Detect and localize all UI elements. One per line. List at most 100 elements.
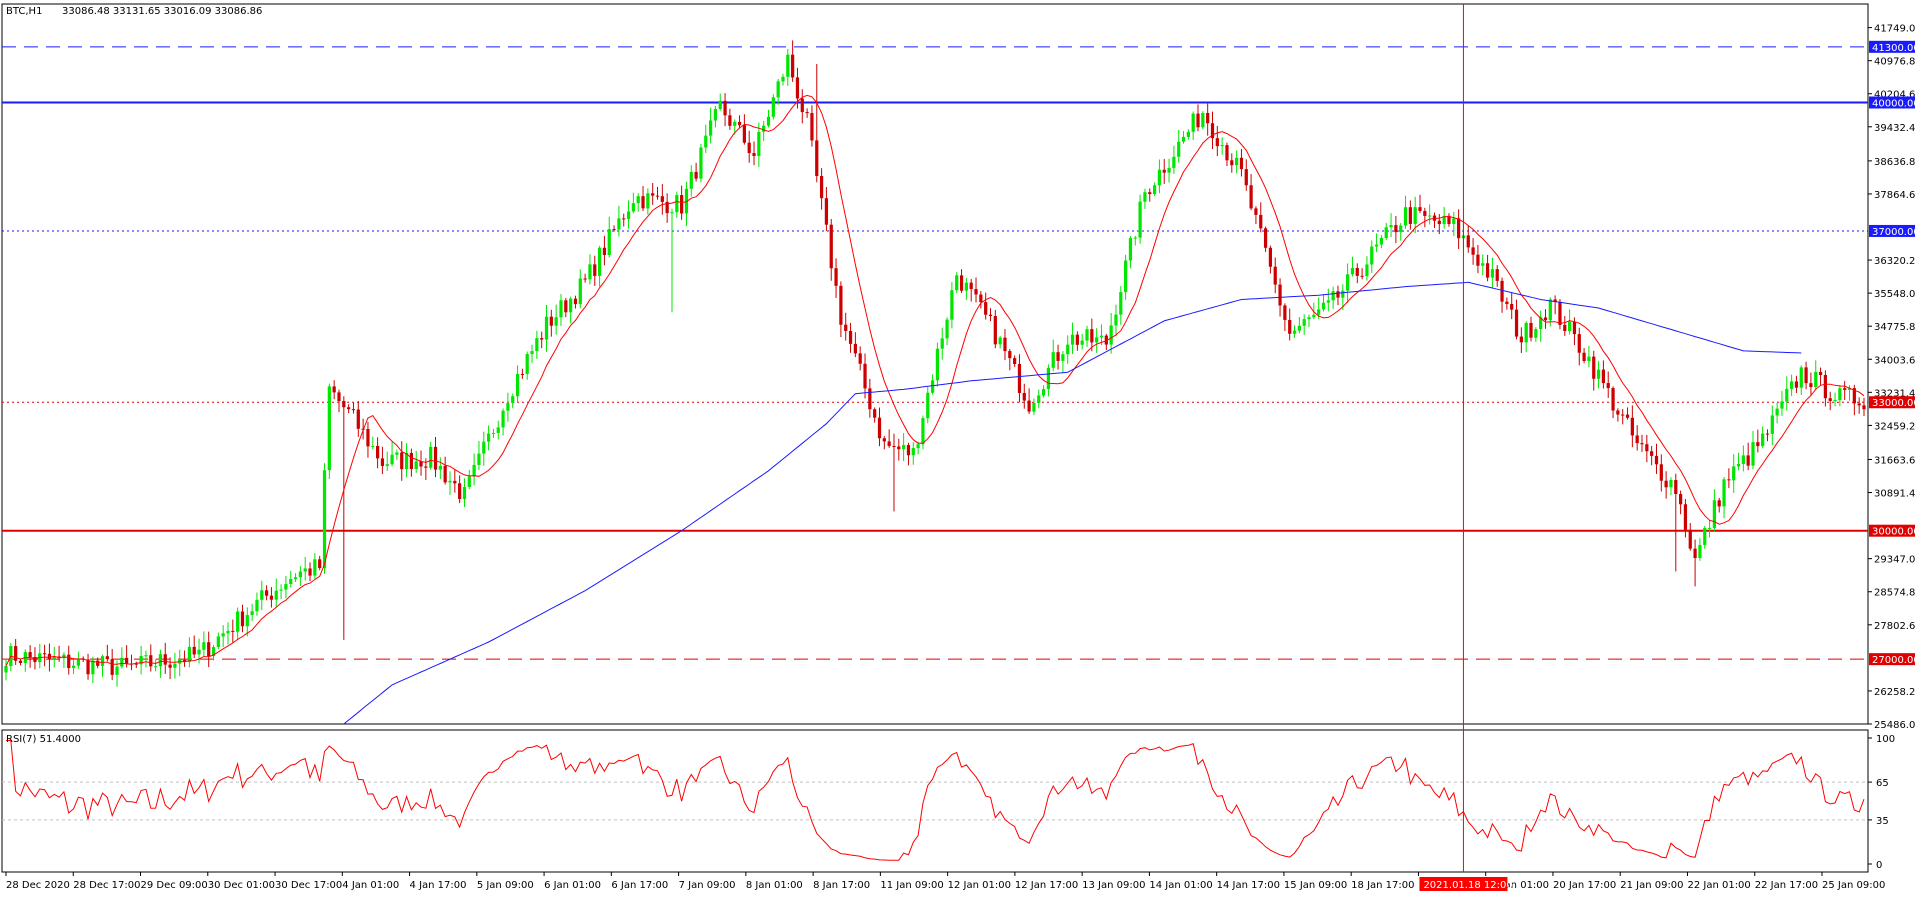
candle-body [897,446,901,450]
candle-body [1119,292,1123,315]
x-tick-label: 20 Jan 17:00 [1553,880,1616,891]
candle-body [1794,381,1799,388]
candle-body [1466,235,1470,248]
candle-body [1210,123,1215,139]
candle-body [380,458,385,466]
candle-body [1008,351,1012,359]
candle-body [1003,337,1007,352]
candle-body [1408,207,1412,224]
y-tick-label: 25486.00 [1874,720,1916,731]
candle-body [593,264,597,276]
candle-body [1765,433,1770,435]
candle-body [313,559,317,576]
candle-body [1104,335,1108,345]
candle-body [47,653,52,660]
level-price-label: 27000.00 [1872,655,1916,666]
candle-body [1529,322,1533,338]
candle-body [1674,480,1678,495]
candle-body [1833,400,1837,402]
x-tick-label: 5 Jan 09:00 [477,880,534,891]
candle-body [1582,352,1586,361]
candle-body [844,324,848,331]
level-price-label: 41300.00 [1872,43,1916,54]
x-tick-label: 21 Jan 09:00 [1620,880,1683,891]
candle-body [1500,280,1504,302]
rsi-y-tick-label: 65 [1876,778,1889,789]
candle-body [1679,494,1683,505]
candle-body [887,441,891,447]
candle-body [1693,548,1697,559]
candle-body [308,568,312,576]
candle-body [1365,264,1369,277]
candle-body [390,454,394,465]
y-tick-label: 35548.00 [1874,289,1916,300]
candle-body [1326,300,1330,303]
candle-body [1799,367,1803,388]
x-tick-label: 15 Jan 09:00 [1284,880,1347,891]
y-tick-label: 27802.60 [1874,621,1916,632]
candle-body [1823,374,1828,399]
candle-body [400,452,404,470]
candle-body [660,196,664,202]
candle-body [1707,527,1712,529]
candle-body [395,452,399,455]
candle-body [853,343,857,354]
candle-body [347,407,351,410]
candle-body [506,403,510,411]
candle-body [1635,435,1639,444]
candle-body [1852,388,1856,404]
candle-body [42,653,47,655]
candle-body [641,196,645,209]
candle-body [298,571,302,578]
candle-body [535,338,539,352]
x-tick-label: 13 Jan 09:00 [1082,880,1145,891]
crosshair-time-tag [1419,877,1508,891]
candle-body [1114,314,1118,326]
candle-body [433,446,438,470]
candle-body [424,466,428,468]
candle-body [1828,398,1832,401]
x-tick-label: 8 Jan 17:00 [813,880,870,891]
candle-body [771,97,775,117]
candle-body [332,386,336,393]
candle-body [1818,371,1823,375]
candle-body [1457,218,1461,239]
candle-body [279,589,283,591]
x-tick-label: 30 Dec 01:00 [208,880,275,891]
rsi-y-tick-label: 35 [1876,816,1889,827]
candle-body [1534,329,1538,338]
candle-body [1321,302,1326,310]
candle-body [1577,334,1581,353]
candle-body [1027,400,1031,412]
candle-body [578,278,582,305]
candle-body [1452,218,1456,224]
candle-body [1558,301,1562,325]
candle-body [1360,275,1364,277]
candle-body [1148,192,1152,195]
candle-body [197,649,201,655]
candle-body [1292,330,1297,334]
candle-body [221,633,225,637]
candle-body [680,195,684,214]
candle-body [1317,309,1321,315]
candle-body [554,317,558,326]
candle-body [1090,329,1094,343]
x-tick-label: 4 Jan 17:00 [410,880,467,891]
candle-body [327,386,331,471]
candle-body [713,108,718,121]
candle-body [1770,415,1774,434]
y-tick-label: 29347.00 [1874,555,1916,566]
candle-body [1336,291,1340,298]
candle-body [1616,410,1620,415]
candle-body [694,171,698,179]
candle-body [1413,207,1417,224]
candle-body [375,445,380,459]
candle-body [646,193,650,209]
y-tick-label: 26258.20 [1874,687,1916,698]
candle-body [1717,500,1721,507]
candle-body [1592,356,1596,379]
main-panel-frame [1,3,1869,725]
candle-body [173,663,177,668]
